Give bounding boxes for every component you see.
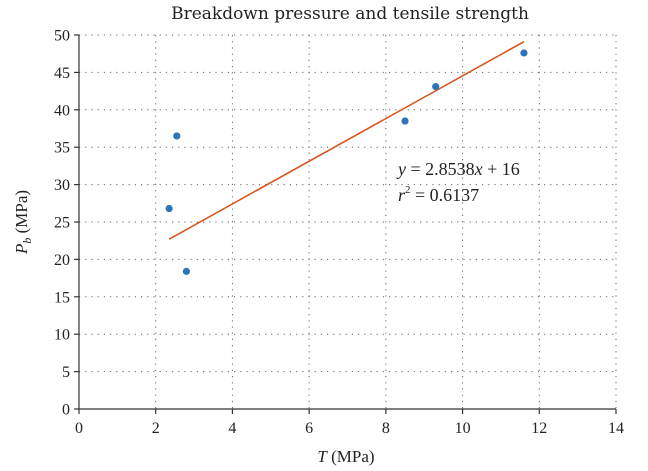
y-tick-label: 10 bbox=[54, 327, 70, 344]
data-points bbox=[165, 49, 528, 275]
y-tick-label: 50 bbox=[54, 28, 70, 45]
trendline bbox=[168, 41, 525, 240]
chart-title: Breakdown pressure and tensile strength bbox=[171, 4, 529, 24]
y-tick-label: 5 bbox=[62, 364, 70, 381]
x-tick-label: 14 bbox=[608, 420, 624, 437]
x-tick-label: 4 bbox=[228, 420, 236, 437]
trendline-equation: y = 2.8538x + 16 bbox=[396, 159, 520, 179]
y-tick-label: 30 bbox=[54, 177, 70, 194]
x-tick-label: 6 bbox=[305, 420, 313, 437]
y-tick-label: 45 bbox=[54, 65, 70, 82]
data-point bbox=[520, 49, 528, 57]
y-tick-label: 35 bbox=[54, 140, 70, 157]
x-tick-label: 8 bbox=[382, 420, 390, 437]
data-point bbox=[182, 267, 190, 275]
x-tick-label: 0 bbox=[75, 420, 83, 437]
r-squared-label: r2 = 0.6137 bbox=[398, 184, 479, 205]
x-tick-label: 2 bbox=[152, 420, 160, 437]
x-tick-label: 10 bbox=[455, 420, 471, 437]
data-point bbox=[165, 204, 173, 213]
y-tick-label: 25 bbox=[54, 215, 70, 232]
data-point bbox=[173, 132, 181, 140]
y-tick-labels: 0 5 10 15 20 25 30 35 40 45 50 bbox=[54, 28, 70, 419]
y-tick-label: 20 bbox=[54, 252, 70, 269]
x-tick-labels: 0 2 4 6 8 10 12 14 bbox=[75, 420, 624, 437]
grid-lines bbox=[79, 34, 617, 409]
x-axis-label: T (MPa) bbox=[317, 447, 374, 466]
axes bbox=[74, 34, 617, 414]
y-tick-label: 0 bbox=[62, 402, 70, 419]
y-axis-label: Pb (MPa) bbox=[12, 190, 34, 255]
trendline-group bbox=[168, 41, 525, 240]
y-tick-label: 40 bbox=[54, 102, 70, 119]
y-tick-label: 15 bbox=[54, 289, 70, 306]
data-point bbox=[432, 83, 440, 91]
data-point bbox=[401, 117, 409, 125]
x-tick-label: 12 bbox=[531, 420, 547, 437]
